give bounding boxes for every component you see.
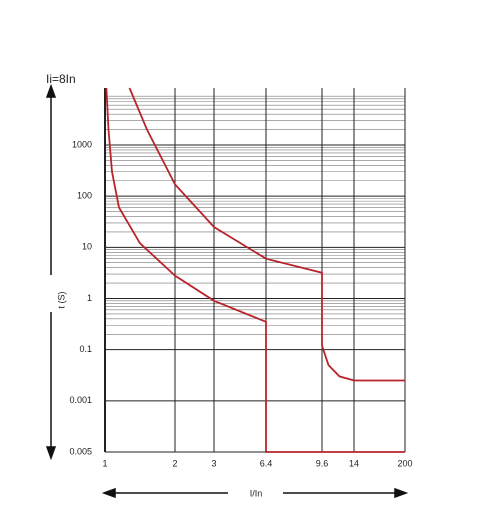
y-tick-label: 100 [77,191,92,201]
x-tick-label: 9.6 [316,458,329,468]
y-tick-label: 10 [82,242,92,252]
y-tick-label: 0.1 [79,344,92,354]
x-tick-label: 6.4 [260,458,273,468]
y-tick-label: 1000 [72,139,92,149]
x-tick-label: 200 [397,458,412,468]
y-axis-label: t (S) [56,291,66,308]
x-tick-label: 2 [172,458,177,468]
curve [105,87,405,453]
x-axis-label: I/In [250,488,263,498]
y-tick-label: 0.005 [69,446,92,456]
chart-title: Ii=8In [46,72,76,86]
y-tick-label: 0.001 [69,395,92,405]
x-tick-label: 14 [349,458,359,468]
x-arrow [101,487,409,499]
curve [128,87,405,382]
y-arrow [45,83,57,461]
x-tick-label: 3 [211,458,216,468]
x-tick-label: 1 [102,458,107,468]
y-tick-label: 1 [87,293,92,303]
